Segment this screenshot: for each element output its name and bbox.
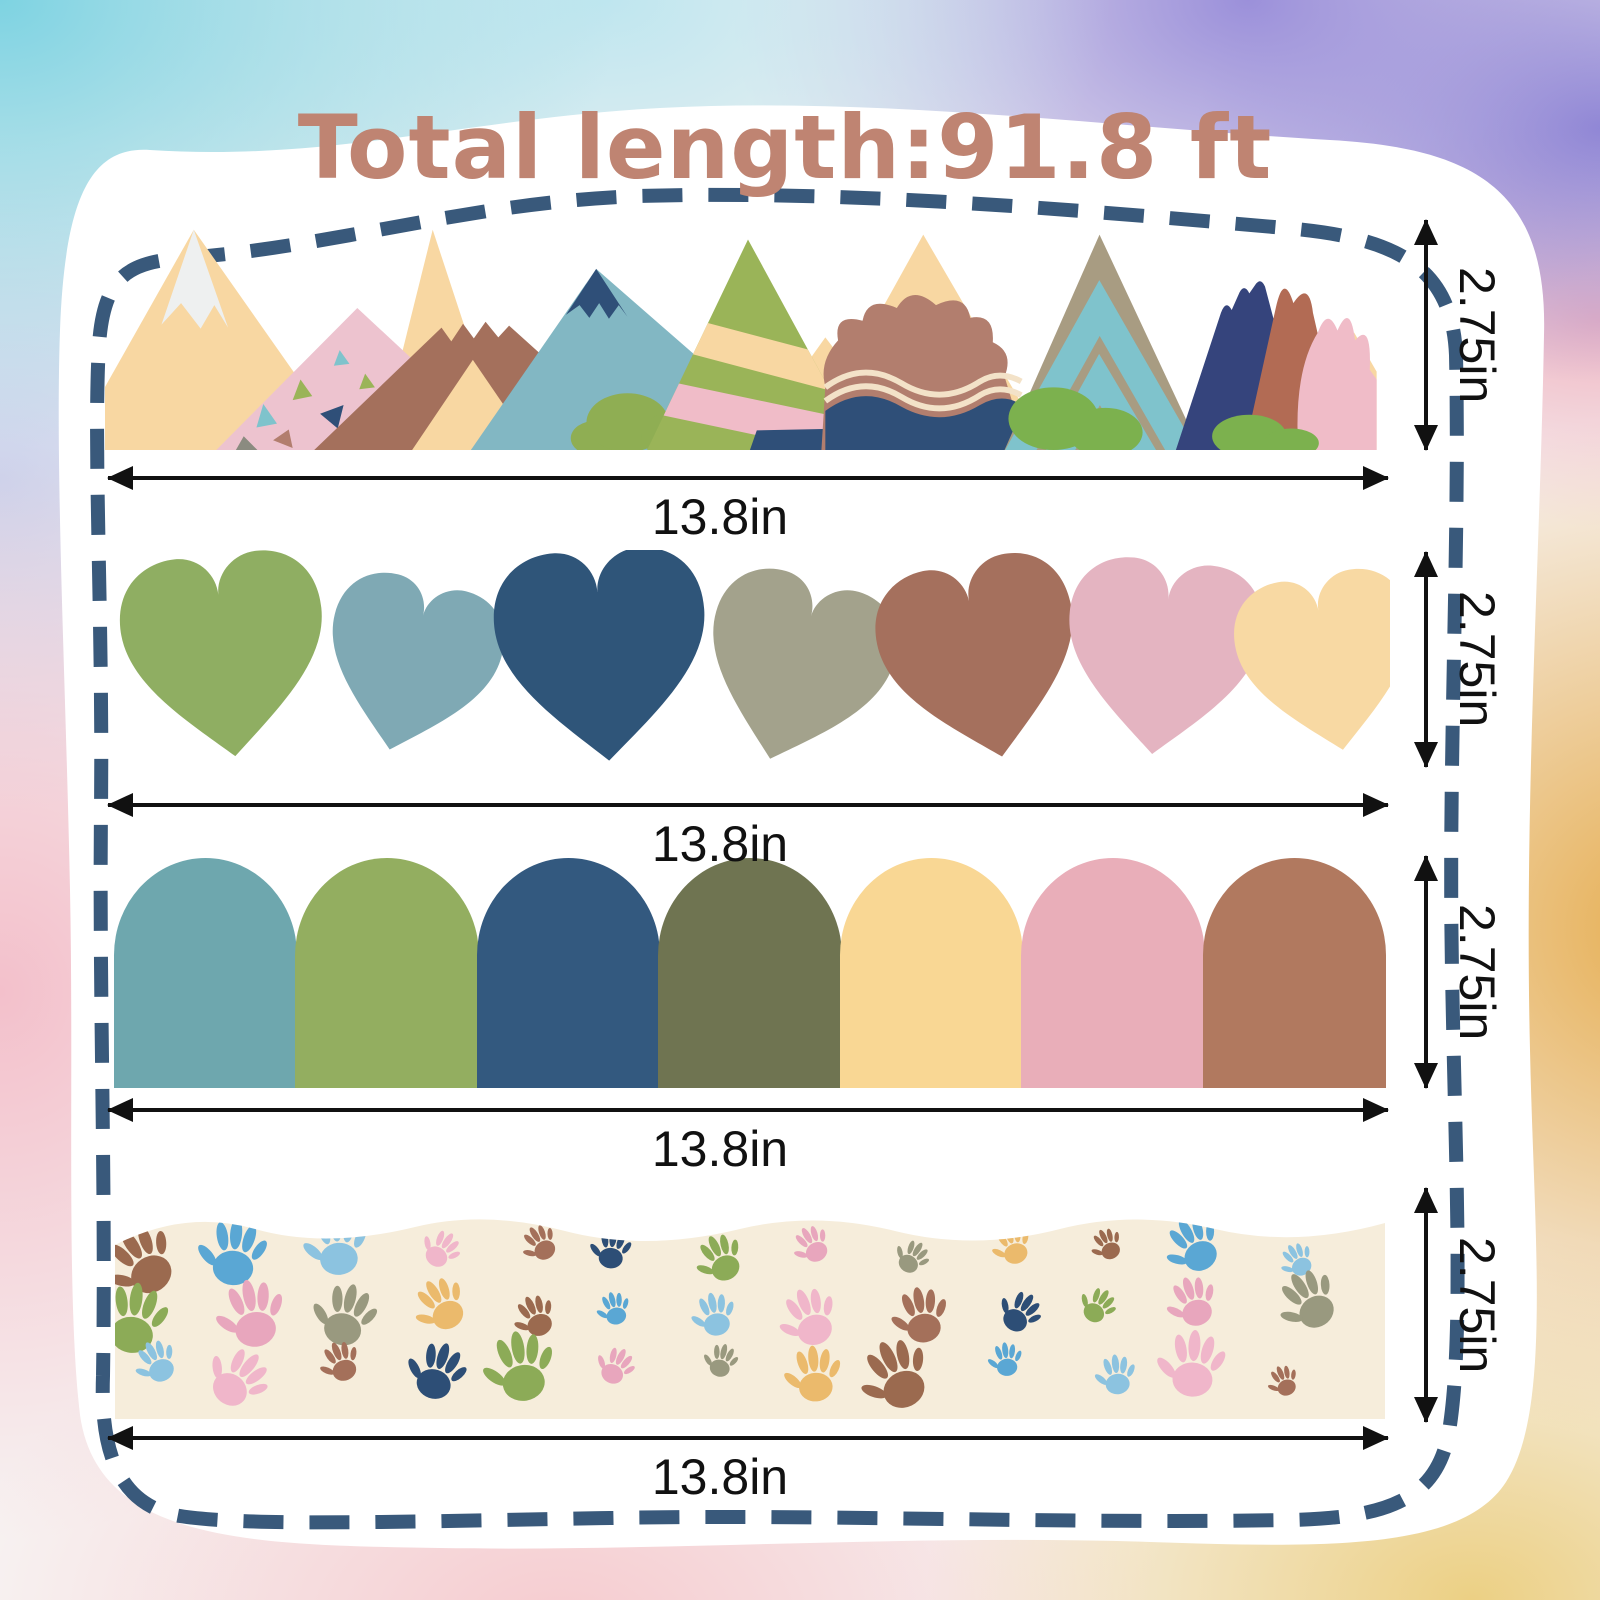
height-dimension-label-handprints: 2.75in <box>1449 1236 1505 1374</box>
width-arrow-handprints <box>107 1426 1389 1450</box>
width-dimension-label-scallops: 13.8in <box>651 1121 789 1177</box>
heart-shape <box>489 543 715 768</box>
dashed-border <box>90 187 1465 1530</box>
arch-shape <box>295 858 479 1088</box>
height-dimension-label-hearts: 2.75in <box>1449 591 1505 728</box>
heart-shape <box>681 555 910 785</box>
width-arrow-hearts <box>107 793 1389 817</box>
arch-shape <box>1021 858 1205 1088</box>
width-arrow-scallops <box>107 1098 1389 1122</box>
hearts-illustration <box>113 542 1430 785</box>
arch-shape <box>114 858 298 1088</box>
arch-shape <box>839 858 1024 1088</box>
width-dimension-label-handprints: 13.8in <box>651 1449 789 1505</box>
handprints-border-row <box>115 1192 1385 1422</box>
mountains-border-row <box>69 215 1390 459</box>
width-dimension-label-mountains: 13.8in <box>651 489 789 545</box>
heart-shape <box>1055 551 1269 765</box>
mountains-illustration <box>69 229 1377 459</box>
height-arrow-handprints <box>1414 1187 1438 1423</box>
heart-shape <box>864 542 1099 778</box>
height-arrow-mountains <box>1414 219 1438 451</box>
height-dimension-label-scallops: 2.75in <box>1449 903 1505 1041</box>
width-arrow-mountains <box>107 466 1389 490</box>
heart-shape <box>306 561 515 771</box>
arch-shape <box>476 858 661 1088</box>
arch-shape <box>658 858 842 1088</box>
height-dimension-label-mountains: 2.75in <box>1449 266 1505 404</box>
scallops-border-row <box>114 858 1386 1088</box>
heart-shape <box>113 544 336 767</box>
width-dimension-label-hearts: 13.8in <box>651 816 789 872</box>
handprints-illustration <box>115 1219 1385 1419</box>
height-arrow-scallops <box>1414 855 1438 1089</box>
hearts-border-row <box>110 542 1430 785</box>
card-shape <box>58 105 1545 1549</box>
height-arrow-hearts <box>1414 551 1438 768</box>
arch-shape <box>1202 858 1386 1088</box>
page-title: Total length:91.8 ft <box>297 96 1273 199</box>
